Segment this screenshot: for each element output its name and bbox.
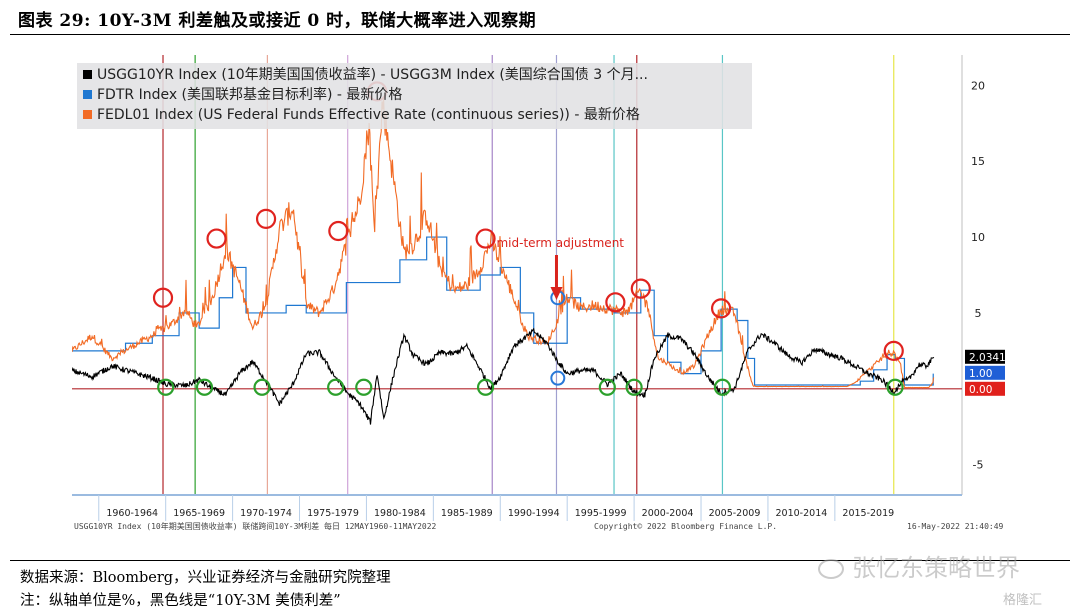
- green-circle-marker: [713, 378, 732, 396]
- footer-divider: [10, 560, 1070, 561]
- last-value-label: 0.00: [969, 384, 992, 396]
- green-circle-marker: [327, 378, 345, 396]
- chart-legend: USGG10YR Index (10年期美国国债收益率) - USGG3M In…: [77, 63, 752, 129]
- red-circle-marker: [328, 220, 349, 242]
- legend-swatch-fedl01: [83, 110, 92, 119]
- annotation-label: mid-term adjustment: [496, 236, 624, 250]
- green-circle-marker: [195, 378, 214, 396]
- footer-center: Copyright© 2022 Bloomberg Finance L.P.: [594, 522, 777, 531]
- y-tick-label: 15: [971, 155, 985, 168]
- fedl01-line: [72, 97, 935, 389]
- watermark-secondary: 格隆汇: [1003, 593, 1043, 608]
- green-circle-marker: [625, 378, 643, 396]
- red-circle-marker: [630, 278, 651, 299]
- x-tick-label: 2000-2004: [642, 508, 694, 519]
- x-tick-label: 2015-2019: [842, 508, 894, 519]
- x-axis: 1960-1964 1965-1969 1970-1974 1975-1979 1980…: [72, 494, 962, 521]
- green-circle-marker: [886, 378, 904, 396]
- legend-item-fdtr: FDTR Index (美国联邦基金目标利率) - 最新价格: [83, 85, 402, 105]
- x-tick-label: 1970-1974: [240, 508, 292, 519]
- x-tick-label: 1975-1979: [307, 508, 359, 519]
- title-divider: [10, 34, 1070, 35]
- legend-item-spread: USGG10YR Index (10年期美国国债收益率) - USGG3M In…: [83, 65, 648, 85]
- y-tick-label: 10: [971, 231, 985, 244]
- red-circle-marker: [475, 228, 496, 249]
- x-tick-label: 1980-1984: [374, 508, 426, 519]
- spread-line: [72, 327, 935, 425]
- y-tick-labels: -505101520: [971, 79, 985, 471]
- x-tick-label: 1995-1999: [575, 508, 627, 519]
- watermark: 张忆东策略世界: [818, 548, 1020, 583]
- x-tick-label: 1990-1994: [508, 508, 560, 519]
- red-circle-marker: [255, 208, 277, 229]
- wechat-icon: [818, 559, 844, 579]
- last-value-label: 1.00: [969, 368, 992, 380]
- legend-label-fdtr: FDTR Index (美国联邦基金目标利率) - 最新价格: [97, 87, 403, 103]
- red-circle-marker: [605, 292, 626, 313]
- unit-note: 注：纵轴单位是%，黑色线是“10Y-3M 美债利差”: [20, 593, 341, 609]
- legend-swatch-spread: [83, 70, 92, 79]
- y-tick-label: 5: [975, 307, 982, 320]
- annotation-arrow-head: [550, 287, 563, 300]
- last-value-label: 2.0341: [969, 352, 1006, 364]
- spread-series: [72, 327, 935, 425]
- red-circle-marker: [883, 340, 904, 361]
- footer-left: USGG10YR Index (10年期美国国债收益率) 联储跨间10Y-3M利…: [74, 521, 437, 531]
- green-circle-marker: [355, 378, 373, 396]
- x-tick-label: 1985-1989: [441, 508, 493, 519]
- green-circle-marker: [157, 378, 175, 396]
- x-tick-label: 2010-2014: [776, 508, 828, 519]
- source-note: 数据来源：Bloomberg，兴业证券经济与金融研究院整理: [20, 570, 391, 586]
- legend-item-fedl01: FEDL01 Index (US Federal Funds Effective…: [83, 105, 640, 125]
- y-tick-label: 20: [971, 79, 985, 92]
- x-tick-label: 1965-1969: [173, 508, 225, 519]
- last-value-tag: [965, 349, 1005, 364]
- fdtr-line: [72, 236, 934, 386]
- last-value-tags: 2.0341 1.00 0.00: [965, 349, 1006, 396]
- red-circle-marker: [206, 228, 227, 249]
- fedl01-series: [72, 97, 935, 389]
- y-tick-label: -5: [973, 459, 984, 472]
- green-circle-marker: [253, 378, 271, 396]
- last-value-tag: [965, 381, 1005, 396]
- blue-circle-marker: [550, 370, 566, 386]
- last-value-tag: [965, 365, 1005, 380]
- red-circle-marker: [152, 287, 174, 308]
- legend-label-spread: USGG10YR Index (10年期美国国债收益率) - USGG3M In…: [97, 67, 648, 83]
- legend-swatch-fdtr: [83, 90, 92, 99]
- green-circle-marker: [476, 378, 495, 396]
- fdtr-series: [72, 236, 934, 386]
- footer-right: 16-May-2022 21:40:49: [907, 522, 1004, 531]
- x-tick-label: 2005-2009: [709, 508, 761, 519]
- legend-label-fedl01: FEDL01 Index (US Federal Funds Effective…: [97, 107, 640, 123]
- x-tick-label: 1960-1964: [106, 508, 158, 519]
- annotation-group: mid-term adjustment: [496, 236, 624, 300]
- red-circle-marker: [710, 298, 732, 319]
- figure-title: 图表 29: 10Y-3M 利差触及或接近 0 时，联储大概率进入观察期: [18, 11, 537, 31]
- watermark-text: 张忆东策略世界: [852, 554, 1020, 582]
- green-circle-marker: [598, 378, 616, 396]
